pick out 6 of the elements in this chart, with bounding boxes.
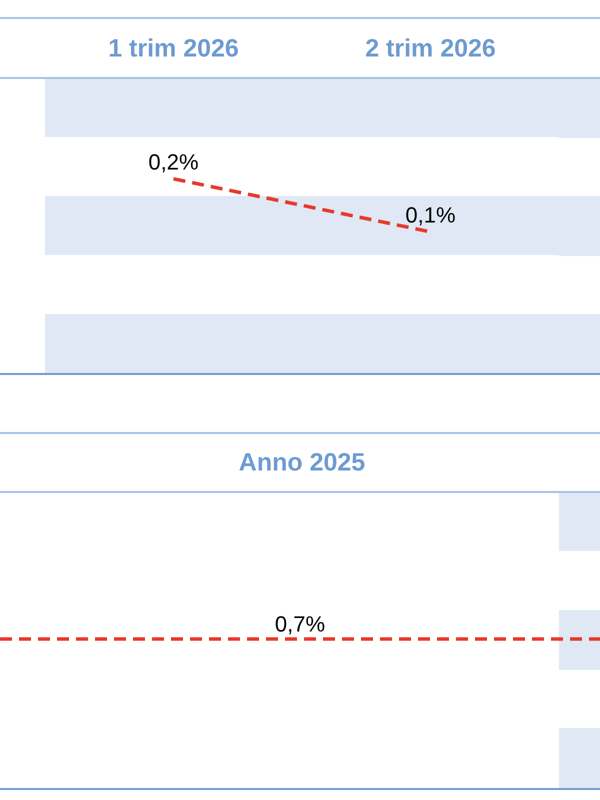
category-label: Anno 2025	[238, 448, 366, 476]
data-label: 0,7%	[274, 611, 326, 636]
x-tick-label: 1 trim 2026	[108, 34, 239, 62]
data-label: 0,2%	[148, 149, 199, 174]
data-label: 0,1%	[405, 202, 456, 228]
x-tick-label: 2 trim 2026	[365, 34, 496, 62]
